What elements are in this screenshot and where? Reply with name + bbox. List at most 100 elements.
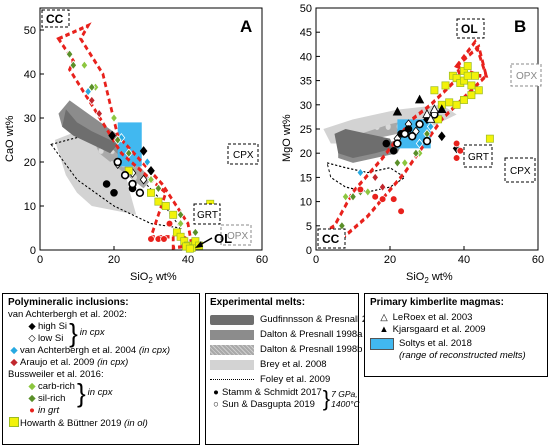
legend-kimberlite: Primary kimberlite magmas: △ LeRoex et a…: [364, 293, 548, 377]
legend-soltys-note-row: (range of reconstructed melts): [370, 350, 542, 362]
point-in-grt: [371, 192, 380, 201]
point-sun-dasgupta-2019: [422, 136, 432, 146]
legend-gud-row: Gudfinnsson & Presnall 2005: [210, 312, 383, 327]
point-high-si: [139, 146, 148, 156]
point-in-grt: [356, 185, 365, 194]
point-stamm-schmidt-2017: [102, 180, 111, 188]
legend-leroex: LeRoex et al. 2003: [392, 312, 473, 323]
legend-araujo-note: (in cpx): [97, 357, 129, 368]
legend-brey: Brey et al. 2008: [260, 358, 327, 370]
point-in-grt: [389, 195, 398, 203]
legend-soltys-row: Soltys et al. 2018: [370, 338, 542, 350]
gudfinnsson-field-a: [62, 109, 118, 154]
legend-in-cpx-1: in cpx: [79, 327, 105, 338]
legend-d98a: Dalton & Presnall 1998a: [260, 328, 363, 340]
y-tick-label: 10: [24, 201, 36, 213]
legend-d98b-row: Dalton & Presnall 1998b: [210, 342, 362, 357]
point-howarth-b-ttner-2019-in-ol: [467, 91, 476, 100]
point-high-si: [437, 131, 446, 142]
point-sun-dasgupta-2019: [393, 139, 402, 148]
grt-label-b: GRT: [468, 152, 489, 163]
panel-a-ticks: 0 20 40 60 0 10 20 30 40 50: [24, 25, 268, 266]
x-tick-label: 20: [384, 254, 396, 266]
point-howarth-b-ttner-2019-in-ol: [460, 96, 468, 104]
legend-cond-pressure: 7 GPa,: [331, 389, 358, 399]
ol-pointer-head-a: [195, 241, 203, 248]
point-sun-dasgupta-2019: [415, 119, 424, 129]
legend-gud: Gudfinnsson & Presnall 2005: [260, 313, 384, 325]
legend-experimental: Experimental melts: Gudfinnsson & Presna…: [205, 293, 383, 445]
x-tick-label: 60: [532, 254, 544, 266]
dalton98a-swatch-icon: [210, 329, 254, 340]
point-sil-rich: [349, 191, 357, 202]
legend-leroex-row: △ LeRoex et al. 2003: [370, 312, 542, 324]
legend-polymineralic: Polymineralic inclusions: van Achterberg…: [2, 293, 200, 445]
point-howarth-b-ttner-2019-in-ol: [430, 86, 439, 95]
point-van-achterbergh-et-al-2004-in-cpx: [84, 86, 92, 97]
legend-howarth: Howarth & Büttner 2019: [20, 418, 122, 429]
legend-carb-sil-group: ◆ carb-rich ◆ sil-rich } in cpx: [8, 378, 194, 408]
point-in-grt: [147, 235, 155, 243]
point-van-achterbergh-et-al-2004-in-cpx: [426, 121, 435, 132]
circle-open-icon: ○: [213, 399, 219, 410]
point-kjarsgaard-et-al-2009: [392, 106, 403, 116]
point-stamm-schmidt-2017: [110, 189, 118, 197]
point-carb-rich: [363, 187, 372, 197]
legend-d98a-row: Dalton & Presnall 1998a: [210, 327, 362, 342]
point-sil-rich: [393, 158, 402, 168]
legend-foley-row: Foley et al. 2009: [210, 372, 354, 387]
point-sil-rich: [191, 227, 200, 238]
y-tick-label: 20: [300, 148, 312, 160]
brace-icon: }: [69, 318, 78, 348]
grt-label-box-a: [193, 203, 221, 225]
legend-soltys-note: (range of reconstructed melts): [399, 350, 526, 361]
legend-araujo: Araujo et al. 2009: [20, 357, 95, 368]
x-tick-label: 0: [313, 254, 319, 266]
legend-sil-rich-row: ◆ sil-rich: [8, 393, 75, 405]
legend-bussweiler-row: Bussweiler et al. 2016:: [8, 369, 194, 381]
point-sun-dasgupta-2019: [408, 132, 417, 141]
legend-howarth-note: (in ol): [124, 418, 148, 429]
brace-icon: }: [76, 378, 86, 408]
point-stamm-schmidt-2017: [389, 146, 398, 155]
point-sil-rich: [154, 183, 163, 194]
panel-a-frame: [39, 7, 263, 251]
opx-label-box-b: [510, 63, 542, 87]
y-tick-label: 15: [300, 172, 312, 184]
point-low-si: [139, 174, 148, 185]
panel-b-fields: [323, 38, 489, 248]
legend-carb-rich: carb-rich: [38, 381, 75, 392]
y-tick-label: 30: [300, 100, 312, 112]
cc-ol-arrow-b: [325, 43, 488, 248]
legend-high-si: high Si: [38, 321, 68, 332]
legend-stamm-sun-group: ● Stamm & Schmidt 2017 ○ Sun & Dasgupta 20…: [210, 387, 359, 411]
point-carb-rich: [110, 113, 118, 123]
panel-b-label: B: [514, 17, 526, 36]
cpx-label-b: CPX: [510, 166, 531, 177]
point-sil-rich: [65, 49, 74, 60]
point-howarth-b-ttner-2019-in-ol: [169, 210, 178, 219]
x-tick-label: 20: [108, 254, 120, 266]
ol-label-b: OL: [461, 22, 478, 36]
legend-in-cpx-2: in cpx: [87, 387, 113, 398]
legend-va2004-note: (in cpx): [138, 345, 170, 356]
ol-label-a: OL: [214, 231, 232, 246]
legend-low-si-row: ◇ low Si: [8, 333, 67, 345]
diamond-blue-icon: ◆: [10, 345, 18, 356]
point-howarth-b-ttner-2019-in-ol: [445, 98, 454, 107]
diamond-lightgreen-icon: ◆: [28, 381, 36, 392]
legend-araujo-row: ◆ Araujo et al. 2009 (in cpx): [8, 357, 194, 369]
diamond-red-icon: ◆: [10, 357, 18, 368]
legend-bussweiler: Bussweiler et al. 2016:: [8, 369, 104, 380]
point-sil-rich: [176, 209, 185, 220]
point-howarth-b-ttner-2019-in-ol: [185, 244, 194, 253]
cc-opx-arrow-a: [56, 22, 194, 250]
x-tick-label: 40: [182, 254, 194, 266]
gudfinnsson-swatch-icon: [210, 314, 254, 325]
y-tick-label: 20: [24, 157, 36, 169]
point-howarth-b-ttner-2019-in-ol: [463, 62, 472, 71]
point-araujo-et-al-2009-in-cpx: [371, 172, 380, 183]
cc-label-box-b: [317, 228, 346, 249]
point-van-achterbergh-et-al-2004-in-cpx: [143, 157, 152, 167]
